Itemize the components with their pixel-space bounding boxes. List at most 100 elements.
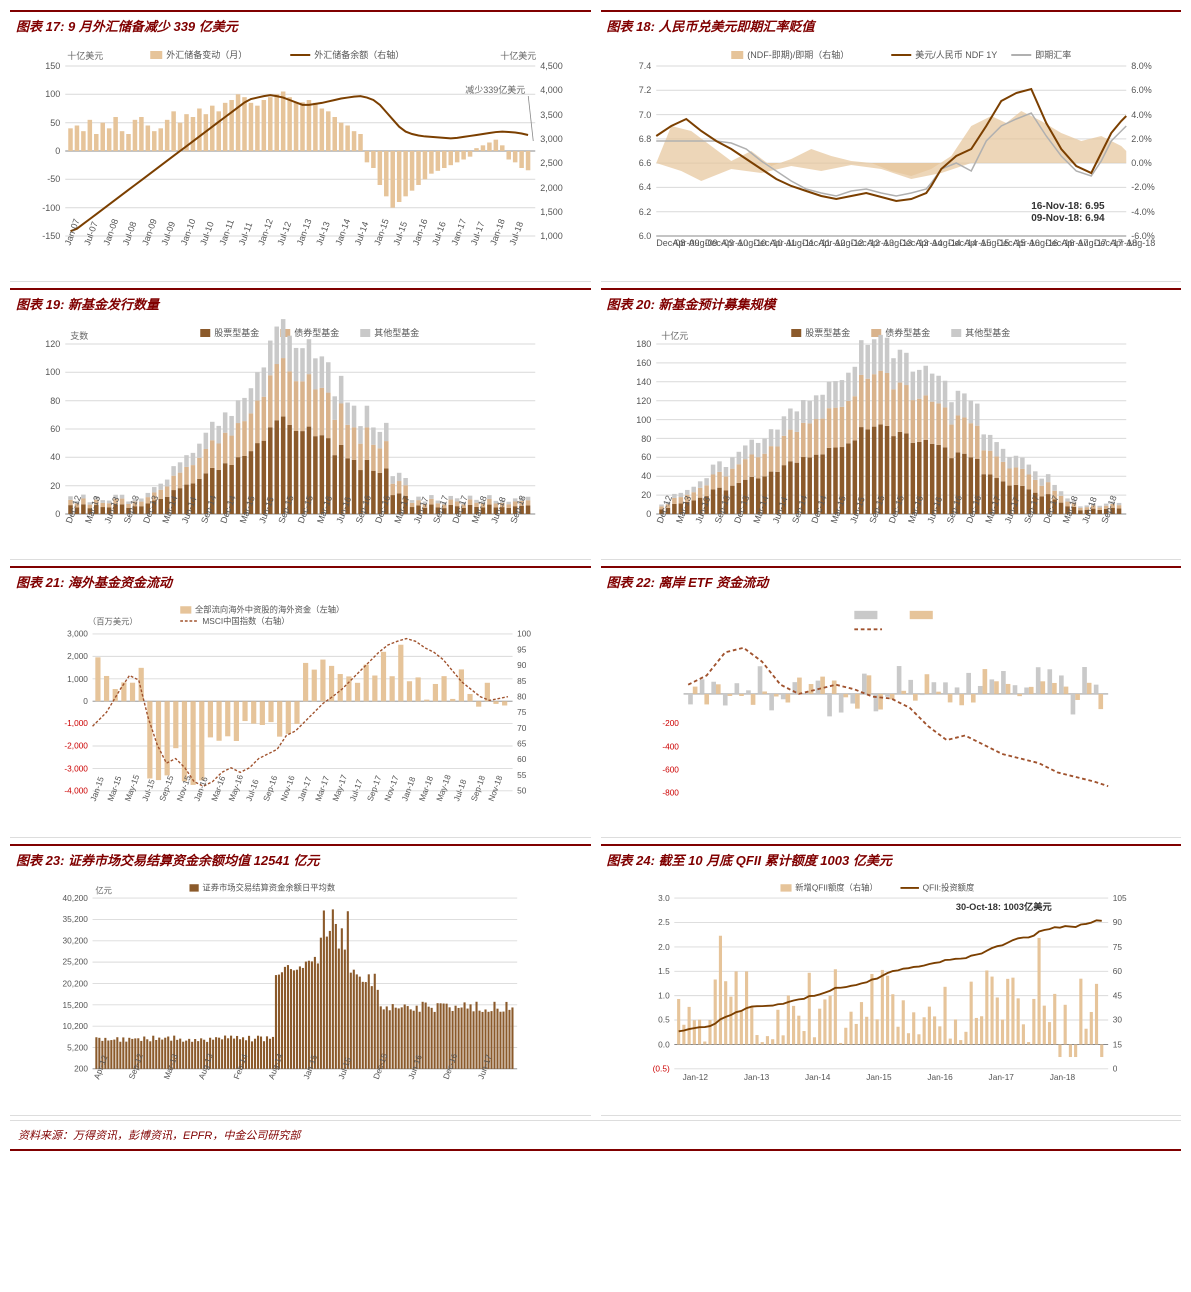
svg-text:Sep-18: Sep-18 bbox=[508, 494, 527, 525]
svg-text:90: 90 bbox=[517, 660, 527, 670]
svg-text:75: 75 bbox=[1112, 942, 1122, 952]
svg-text:Dec-15: Dec-15 bbox=[296, 494, 315, 525]
svg-text:80: 80 bbox=[50, 396, 60, 406]
svg-text:Dec-12: Dec-12 bbox=[654, 494, 673, 525]
svg-text:Mar-16: Mar-16 bbox=[315, 494, 334, 524]
c18-annot1: 16-Nov-18: 6.95 bbox=[1031, 201, 1105, 212]
svg-text:Jan-13: Jan-13 bbox=[743, 1072, 769, 1082]
svg-text:105: 105 bbox=[1112, 893, 1126, 903]
panel-chart-21: 图表 21: 海外基金资金流动 （百万美元） 全部流向海外中资股的海外资金（左轴… bbox=[10, 566, 591, 838]
chart-22-title: 图表 22: 离岸 ETF 资金流动 bbox=[601, 568, 1182, 597]
svg-text:Mar-13: Mar-13 bbox=[674, 494, 693, 524]
svg-text:15: 15 bbox=[1112, 1040, 1122, 1050]
svg-text:60: 60 bbox=[1112, 966, 1122, 976]
svg-text:Mar-18: Mar-18 bbox=[417, 774, 436, 802]
svg-text:Jun-13: Jun-13 bbox=[693, 495, 712, 524]
svg-text:May-18: May-18 bbox=[434, 773, 453, 803]
svg-text:Nov-17: Nov-17 bbox=[382, 774, 401, 803]
c20-bars bbox=[659, 335, 1121, 514]
svg-text:Jan-16: Jan-16 bbox=[411, 217, 430, 246]
svg-text:Jan-17: Jan-17 bbox=[988, 1072, 1014, 1082]
svg-text:-3,000: -3,000 bbox=[64, 763, 88, 773]
svg-text:30: 30 bbox=[1112, 1015, 1122, 1025]
svg-text:Mar-18: Mar-18 bbox=[1060, 494, 1079, 524]
svg-text:3,500: 3,500 bbox=[540, 110, 563, 120]
chart-18-canvas: (NDF-即期)/即期（右轴） 美元/人民币 NDF 1Y 即期汇率 bbox=[601, 41, 1182, 281]
c23-unit: 亿元 bbox=[95, 885, 112, 895]
c18-legend-0: (NDF-即期)/即期（右轴） bbox=[747, 49, 849, 60]
svg-text:Jan-07: Jan-07 bbox=[63, 217, 82, 246]
c19-legend-2: 其他型基金 bbox=[374, 327, 419, 338]
svg-text:2,000: 2,000 bbox=[67, 651, 88, 661]
svg-text:6.6: 6.6 bbox=[638, 158, 651, 168]
svg-text:4,000: 4,000 bbox=[540, 85, 563, 95]
svg-text:2.0%: 2.0% bbox=[1131, 134, 1152, 144]
c19-unit: 支数 bbox=[70, 330, 88, 341]
c21-unit: （百万美元） bbox=[88, 617, 138, 627]
svg-text:0: 0 bbox=[55, 146, 60, 156]
c21-legend-1: MSCI中国指数（右轴） bbox=[202, 616, 289, 626]
svg-text:140: 140 bbox=[636, 377, 651, 387]
chart-23-title: 图表 23: 证券市场交易结算资金余额均值 12541 亿元 bbox=[10, 846, 591, 875]
c24-annot: 30-Oct-18: 1003亿美元 bbox=[955, 901, 1052, 912]
c18-legend-1: 美元/人民币 NDF 1Y bbox=[915, 49, 997, 60]
svg-text:Jul-09: Jul-09 bbox=[159, 220, 177, 246]
svg-text:Jul-11: Jul-11 bbox=[237, 221, 255, 247]
svg-text:6.0%: 6.0% bbox=[1131, 85, 1152, 95]
svg-text:Sep-13: Sep-13 bbox=[122, 494, 141, 525]
svg-text:100: 100 bbox=[517, 629, 531, 639]
svg-text:45: 45 bbox=[1112, 991, 1122, 1001]
svg-text:Jun-15: Jun-15 bbox=[848, 495, 867, 524]
svg-text:60: 60 bbox=[641, 452, 651, 462]
c20-legend-0: 股票型基金 bbox=[805, 327, 850, 338]
source-note: 资料来源：万得资讯，彭博资讯，EPFR，中金公司研究部 bbox=[10, 1120, 1181, 1151]
svg-text:100: 100 bbox=[636, 415, 651, 425]
svg-text:120: 120 bbox=[45, 339, 60, 349]
svg-text:40: 40 bbox=[50, 452, 60, 462]
svg-text:Dec-13: Dec-13 bbox=[141, 494, 160, 525]
svg-text:Sep-16: Sep-16 bbox=[261, 774, 280, 803]
svg-text:70: 70 bbox=[517, 723, 527, 733]
svg-text:Jan-12: Jan-12 bbox=[682, 1072, 708, 1082]
svg-text:May-15: May-15 bbox=[122, 773, 141, 803]
panel-chart-20: 图表 20: 新基金预计募集规模 十亿元 股票型基金 债券型基金 其他型基金 bbox=[601, 288, 1182, 560]
svg-text:Jul-16: Jul-16 bbox=[244, 778, 261, 803]
svg-text:Sep-14: Sep-14 bbox=[199, 494, 218, 525]
svg-text:15,200: 15,200 bbox=[63, 1000, 89, 1010]
svg-text:Jan-16: Jan-16 bbox=[927, 1072, 953, 1082]
svg-text:95: 95 bbox=[517, 644, 527, 654]
svg-text:Jul-10: Jul-10 bbox=[198, 220, 216, 246]
svg-text:Jul-18: Jul-18 bbox=[451, 778, 468, 803]
svg-text:Jan-17: Jan-17 bbox=[449, 217, 468, 246]
chart-grid: 图表 17: 9 月外汇储备减少 339 亿美元 十亿美元 十亿美元 外汇储备变… bbox=[10, 10, 1181, 1116]
svg-text:Jul-17: Jul-17 bbox=[469, 220, 487, 246]
svg-text:Mar-18: Mar-18 bbox=[470, 494, 489, 524]
svg-text:Jan-10: Jan-10 bbox=[179, 217, 198, 246]
c20-legend-2: 其他型基金 bbox=[965, 327, 1010, 338]
svg-text:Jun-14: Jun-14 bbox=[770, 495, 789, 524]
svg-text:Jul-17: Jul-17 bbox=[347, 778, 364, 803]
c17-unit-right: 十亿美元 bbox=[500, 50, 536, 61]
svg-text:Jul-16: Jul-16 bbox=[430, 220, 448, 246]
svg-text:Sep-15: Sep-15 bbox=[867, 494, 886, 525]
svg-text:2.5: 2.5 bbox=[658, 917, 670, 927]
c22-bars bbox=[688, 666, 1103, 716]
c21-legend-0: 全部流向海外中资股的海外资金（左轴） bbox=[195, 605, 344, 615]
svg-text:0: 0 bbox=[83, 696, 88, 706]
svg-text:Nov-16: Nov-16 bbox=[278, 774, 297, 803]
svg-text:May-16: May-16 bbox=[226, 773, 245, 803]
chart-19-canvas: 支数 股票型基金 债券型基金 其他型基金 120 100 8 bbox=[10, 319, 591, 559]
svg-text:Jan-09: Jan-09 bbox=[140, 217, 159, 246]
svg-text:Jun-17: Jun-17 bbox=[412, 495, 431, 524]
c18-annot2: 09-Nov-18: 6.94 bbox=[1031, 213, 1105, 224]
svg-text:50: 50 bbox=[517, 786, 527, 796]
svg-text:Jun-16: Jun-16 bbox=[334, 495, 353, 524]
c20-unit: 十亿元 bbox=[661, 330, 688, 341]
svg-text:Jan-08: Jan-08 bbox=[101, 217, 120, 246]
svg-text:55: 55 bbox=[517, 770, 527, 780]
chart-23-canvas: 亿元 证券市场交易结算资金余额日平均数 40,200 35,200 30,200 bbox=[10, 875, 591, 1115]
svg-text:7.4: 7.4 bbox=[638, 61, 651, 71]
svg-text:100: 100 bbox=[45, 367, 60, 377]
c17-annot: 减少339亿美元 bbox=[465, 84, 525, 95]
svg-text:4,500: 4,500 bbox=[540, 61, 563, 71]
